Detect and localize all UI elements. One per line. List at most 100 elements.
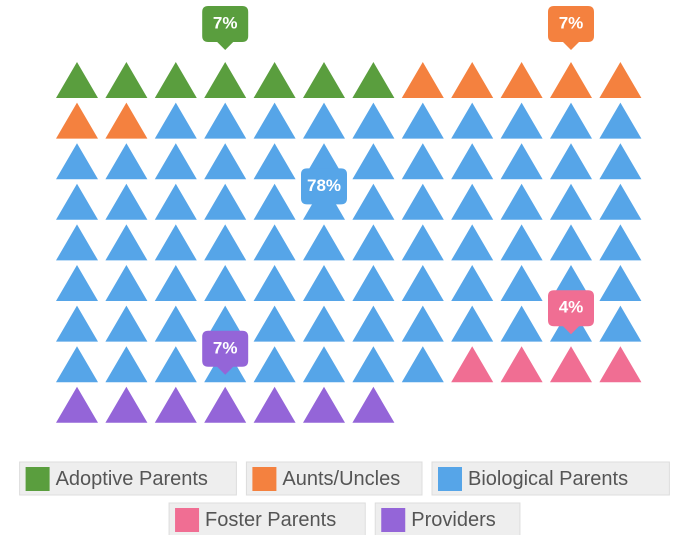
value-callout: 78%	[301, 168, 347, 213]
triangle-icon	[401, 102, 444, 139]
legend-box	[431, 461, 670, 496]
triangle-icon	[352, 346, 395, 383]
legend-item[interactable]: Aunts/Uncles	[245, 461, 423, 496]
triangle-icon	[352, 265, 395, 301]
triangle-icon	[105, 265, 148, 301]
triangle-icon	[105, 102, 148, 139]
triangle-icon	[56, 62, 98, 98]
triangle-icon	[500, 102, 543, 139]
triangle-icon	[154, 346, 197, 383]
triangle-icon	[105, 62, 148, 98]
triangle-icon	[253, 143, 296, 180]
triangle-icon	[154, 386, 197, 423]
triangle-icon	[451, 143, 494, 180]
legend-box	[168, 502, 366, 535]
triangle-icon	[56, 265, 98, 301]
triangle-icon	[401, 305, 444, 342]
triangle-icon	[154, 183, 197, 220]
triangle-icon	[401, 183, 444, 220]
triangle-icon	[352, 102, 395, 139]
triangle-icon	[401, 346, 444, 383]
icon-group	[56, 62, 642, 139]
legend-item[interactable]: Biological Parents	[431, 461, 670, 496]
triangle-icon	[451, 305, 494, 342]
value-callout: 7%	[202, 330, 249, 375]
triangle-icon	[352, 143, 395, 180]
triangle-icon	[105, 224, 148, 261]
legend-swatch	[252, 467, 277, 491]
value-callout: 4%	[548, 290, 594, 335]
triangle-icon	[303, 346, 345, 383]
value-callout: 7%	[202, 6, 249, 50]
callout-label: 78%	[307, 176, 341, 195]
triangle-icon	[599, 265, 642, 301]
callout-bubble	[548, 290, 594, 335]
triangle-icon	[253, 386, 296, 423]
triangle-icon	[550, 183, 592, 220]
icon-group	[56, 386, 395, 423]
triangle-icon	[56, 386, 98, 423]
legend-item[interactable]: Providers	[374, 502, 521, 535]
legend-swatch	[438, 467, 462, 491]
triangle-icon	[550, 224, 592, 261]
triangle-icon	[352, 183, 395, 220]
triangle-icon	[204, 265, 247, 301]
callout-bubble	[202, 6, 249, 50]
legend-item[interactable]: Adoptive Parents	[19, 461, 237, 496]
icon-group	[56, 62, 395, 98]
triangle-icon	[303, 265, 345, 301]
triangle-icon	[253, 305, 296, 342]
triangle-icon	[56, 224, 98, 261]
triangle-icon	[253, 346, 296, 383]
triangle-icon	[451, 183, 494, 220]
triangle-icon	[303, 224, 345, 261]
triangle-icon	[451, 224, 494, 261]
triangle-icon	[550, 143, 592, 180]
triangle-icon	[253, 183, 296, 220]
triangle-icon	[204, 143, 247, 180]
callout-label: 4%	[559, 298, 584, 317]
triangle-icon	[451, 62, 494, 98]
triangle-icon	[599, 183, 642, 220]
triangle-icon	[303, 386, 345, 423]
triangle-icon	[204, 102, 247, 139]
legend-item[interactable]: Foster Parents	[168, 502, 366, 535]
triangle-icon	[56, 183, 98, 220]
triangle-icon	[352, 62, 395, 98]
icon-group	[451, 346, 642, 383]
triangle-icon	[253, 62, 296, 98]
icon-group	[56, 102, 642, 383]
triangle-icon	[352, 224, 395, 261]
triangle-icon	[56, 143, 98, 180]
triangle-icon	[105, 183, 148, 220]
legend-box	[19, 461, 237, 496]
triangle-icon	[154, 62, 197, 98]
triangle-icon	[253, 102, 296, 139]
triangle-icon	[500, 143, 543, 180]
triangle-icon	[204, 183, 247, 220]
triangle-icon	[451, 346, 494, 383]
triangle-icon	[401, 62, 444, 98]
triangle-icon	[401, 143, 444, 180]
triangle-icon	[550, 62, 592, 98]
callout-label: 7%	[559, 13, 584, 32]
triangle-icon	[500, 183, 543, 220]
triangle-icon	[105, 143, 148, 180]
legend-label: Foster Parents	[205, 509, 336, 531]
triangle-icon	[253, 265, 296, 301]
callout-bubble	[202, 330, 249, 375]
triangle-icon	[154, 305, 197, 342]
triangle-icon	[500, 265, 543, 301]
triangle-icon	[500, 62, 543, 98]
triangle-icon	[550, 102, 592, 139]
triangle-icon	[204, 386, 247, 423]
triangle-icon	[599, 224, 642, 261]
callout-label: 7%	[213, 13, 238, 32]
legend-swatch	[175, 508, 200, 532]
triangle-icon	[105, 305, 148, 342]
triangle-icon	[154, 102, 197, 139]
triangle-icon	[105, 386, 148, 423]
triangle-icon	[352, 386, 395, 423]
triangle-icon	[154, 143, 197, 180]
